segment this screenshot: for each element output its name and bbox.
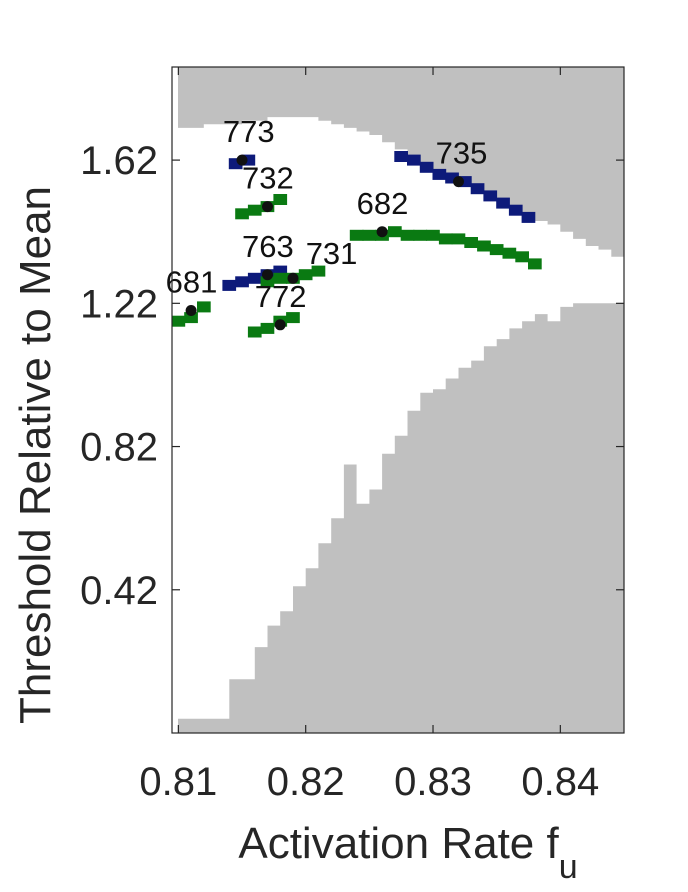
series-2-cell bbox=[235, 208, 249, 220]
point-label-731: 731 bbox=[306, 236, 358, 271]
x-tick-label: 0.82 bbox=[267, 760, 345, 804]
point-735 bbox=[453, 176, 464, 188]
labeled-points: 773 735 732 682 763 731 681 772 bbox=[166, 114, 488, 331]
point-682 bbox=[376, 226, 388, 238]
series-2-cell bbox=[171, 315, 186, 327]
point-732 bbox=[262, 201, 273, 213]
x-tick-label: 0.83 bbox=[394, 760, 472, 804]
x-tick-label: 0.81 bbox=[139, 760, 217, 804]
series-1-cell bbox=[247, 272, 262, 284]
series-2-cell bbox=[273, 194, 288, 205]
series-1-cell bbox=[470, 183, 485, 195]
point-763 bbox=[262, 269, 273, 281]
series-1-cell bbox=[419, 161, 434, 173]
series-1-cell bbox=[521, 211, 536, 223]
series-1-cell bbox=[508, 204, 523, 216]
series-2-cell bbox=[298, 269, 313, 281]
series-2-cell bbox=[515, 251, 529, 263]
series-1-cell bbox=[407, 154, 421, 166]
series-1-cell bbox=[496, 197, 510, 209]
point-773 bbox=[236, 154, 248, 166]
point-label-735: 735 bbox=[436, 136, 488, 171]
series-2-cell bbox=[286, 312, 300, 324]
point-681 bbox=[185, 305, 197, 316]
series-2-cell bbox=[477, 240, 491, 252]
series-1-cell bbox=[483, 190, 498, 202]
series-2-cell bbox=[362, 229, 377, 241]
series-2-cell bbox=[349, 229, 364, 241]
y-tick-label: 1.22 bbox=[80, 282, 158, 326]
series-2-cell bbox=[413, 229, 428, 241]
x-axis-label-main: Activation Rate f bbox=[238, 819, 559, 868]
point-label-682: 682 bbox=[357, 186, 409, 221]
series-2-cell bbox=[260, 276, 275, 288]
series-1-cell bbox=[273, 265, 288, 277]
series-2-cell bbox=[184, 312, 198, 324]
series-2-cell bbox=[528, 258, 542, 270]
series-2-cell bbox=[426, 229, 440, 241]
series-2-cell bbox=[247, 204, 262, 216]
series-2-cell bbox=[388, 226, 402, 238]
series-1-cell bbox=[222, 279, 237, 291]
series-2-cell bbox=[260, 322, 275, 334]
lower-excluded-region bbox=[172, 303, 624, 733]
series-1-cell bbox=[394, 151, 408, 162]
series-1-cell bbox=[432, 168, 447, 180]
point-772 bbox=[274, 319, 286, 331]
plot-frame bbox=[171, 66, 625, 734]
series-1-cell bbox=[241, 154, 256, 166]
series-2-cell bbox=[311, 265, 326, 277]
series-2-cell bbox=[489, 244, 504, 256]
x-axis-label-subscript: u bbox=[559, 848, 578, 886]
series-2-cell bbox=[464, 237, 478, 248]
x-axis-label: Activation Rate fu bbox=[238, 819, 577, 886]
y-axis-ticks: 0.42 0.82 1.22 1.62 bbox=[80, 139, 624, 613]
left-edge-gap bbox=[172, 67, 178, 733]
series-1-cell bbox=[235, 276, 249, 288]
y-tick-label: 0.82 bbox=[80, 426, 158, 470]
point-label-681: 681 bbox=[166, 265, 218, 300]
series-2-cell bbox=[502, 247, 517, 259]
series-2-cell bbox=[247, 326, 262, 338]
point-label-772: 772 bbox=[255, 279, 307, 314]
point-731 bbox=[287, 272, 299, 284]
y-tick-label: 1.62 bbox=[80, 139, 158, 183]
series-1-cell bbox=[458, 176, 472, 188]
series-2-cell bbox=[438, 233, 453, 245]
x-tick-label: 0.84 bbox=[521, 760, 599, 804]
series-2-cell bbox=[400, 229, 415, 241]
y-tick-label: 0.42 bbox=[80, 569, 158, 613]
x-axis-ticks: 0.81 0.82 0.83 0.84 bbox=[139, 67, 599, 804]
series-1-cell bbox=[445, 172, 459, 184]
series-1-cell bbox=[228, 158, 243, 170]
series-2-cell bbox=[451, 233, 466, 245]
point-label-773: 773 bbox=[223, 114, 275, 149]
y-axis-label: Threshold Relative to Mean bbox=[11, 186, 60, 724]
series-2-cell bbox=[197, 301, 211, 313]
point-label-732: 732 bbox=[242, 161, 294, 196]
series-2-cell bbox=[273, 272, 288, 284]
point-label-763: 763 bbox=[242, 229, 294, 264]
